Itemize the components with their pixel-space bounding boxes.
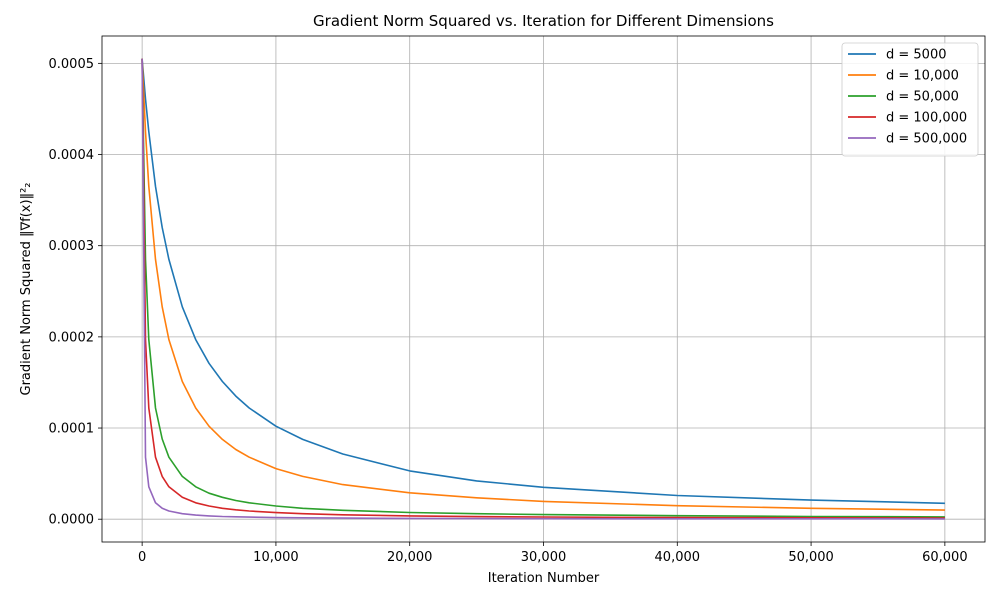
y-tick-label: 0.0002 bbox=[49, 330, 95, 345]
legend-box bbox=[841, 42, 979, 157]
y-tick-label: 0.0004 bbox=[49, 148, 95, 163]
x-tick-label: 30,000 bbox=[521, 550, 567, 565]
x-tick-label: 40,000 bbox=[655, 550, 701, 565]
legend-label: d = 10,000 bbox=[886, 69, 959, 84]
chart-title: Gradient Norm Squared vs. Iteration for … bbox=[313, 12, 774, 30]
legend-label: d = 5000 bbox=[886, 48, 947, 63]
x-tick-label: 10,000 bbox=[253, 550, 299, 565]
y-tick-label: 0.0000 bbox=[49, 513, 95, 528]
y-axis-label: Gradient Norm Squared ‖∇f(x)‖²₂ bbox=[19, 183, 34, 396]
series-lines bbox=[141, 58, 945, 520]
x-tick-label: 0 bbox=[138, 550, 146, 565]
legend-label: d = 100,000 bbox=[886, 111, 967, 126]
series-line-4 bbox=[141, 58, 945, 519]
legend: d = 5000 d = 10,000 d = 50,000 d = 100,000 d… bbox=[841, 42, 979, 157]
y-tick-label: 0.0001 bbox=[49, 422, 95, 437]
x-tick-label: 20,000 bbox=[387, 550, 433, 565]
x-axis-label: Iteration Number bbox=[488, 571, 600, 586]
legend-label: d = 500,000 bbox=[886, 132, 967, 147]
x-tick-label: 50,000 bbox=[788, 550, 834, 565]
series-line-3 bbox=[141, 58, 945, 518]
y-tick-label: 0.0003 bbox=[49, 239, 95, 254]
series-line-1 bbox=[141, 58, 945, 505]
series-line-5 bbox=[141, 58, 945, 520]
y-tick-label: 0.0005 bbox=[49, 57, 95, 72]
x-tick-label: 60,000 bbox=[922, 550, 968, 565]
series-line-2 bbox=[141, 58, 945, 511]
legend-label: d = 50,000 bbox=[886, 90, 959, 105]
grid bbox=[102, 36, 985, 542]
axis-ticks: 0 10,000 20,000 30,000 40,000 50,000 60,000 0.0… bbox=[49, 57, 968, 565]
